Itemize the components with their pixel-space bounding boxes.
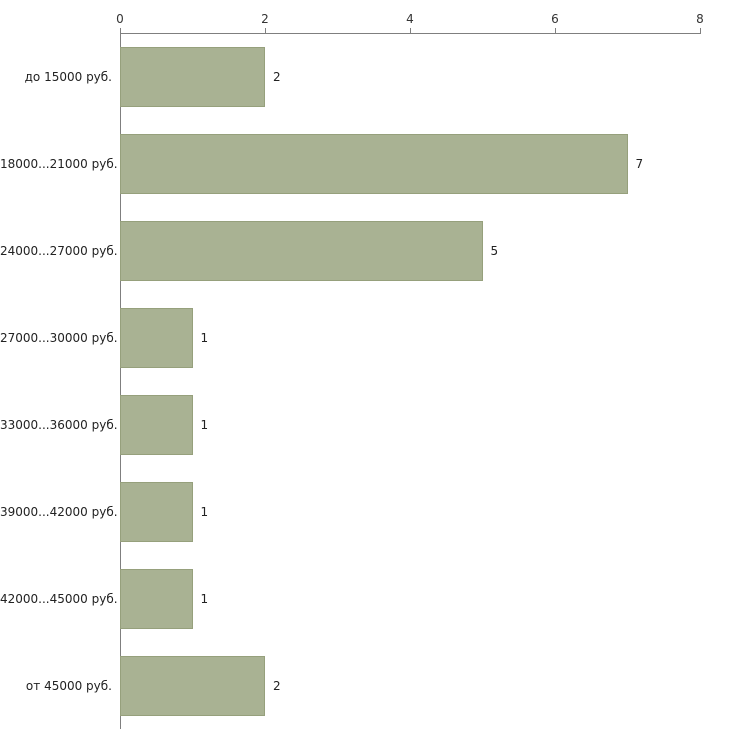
chart-row: 18000...21000 руб. 7 (0, 120, 730, 207)
x-axis-line (120, 33, 701, 34)
bar (120, 655, 265, 716)
x-axis-tick-label: 4 (406, 12, 414, 26)
chart-row: 24000...27000 руб. 5 (0, 207, 730, 294)
chart-row: до 15000 руб. 2 (0, 33, 730, 120)
bar (120, 133, 628, 194)
value-label: 2 (273, 69, 281, 84)
bar (120, 307, 193, 368)
category-label: 18000...21000 руб. (0, 156, 118, 171)
value-label: 7 (635, 156, 644, 171)
x-axis-tick-label: 0 (116, 12, 124, 26)
x-axis-tick-label: 6 (551, 12, 559, 26)
chart-row: 42000...45000 руб. 1 (0, 555, 730, 642)
value-label: 2 (273, 678, 281, 693)
chart-row: 33000...36000 руб. 1 (0, 381, 730, 468)
x-axis-tick-label: 8 (696, 12, 704, 26)
x-axis-tick-label: 2 (261, 12, 269, 26)
category-label: 24000...27000 руб. (0, 243, 118, 258)
category-label: 42000...45000 руб. (0, 591, 118, 606)
chart-row: от 45000 руб. 2 (0, 642, 730, 729)
chart-row: 27000...30000 руб. 1 (0, 294, 730, 381)
x-axis-tick (265, 28, 266, 33)
value-label: 5 (490, 243, 499, 258)
category-label: 27000...30000 руб. (0, 330, 118, 345)
chart-row: 39000...42000 руб. 1 (0, 468, 730, 555)
category-label: от 45000 руб. (25, 678, 112, 693)
bar (120, 568, 193, 629)
value-label: 1 (200, 591, 209, 606)
x-axis-tick (555, 28, 556, 33)
y-axis-line (120, 33, 121, 729)
bar (120, 394, 193, 455)
bar (120, 46, 265, 107)
bar (120, 481, 193, 542)
value-label: 1 (200, 330, 209, 345)
value-label: 1 (200, 417, 209, 432)
category-label: до 15000 руб. (24, 69, 112, 84)
bar-rows: до 15000 руб. 2 18000...21000 руб. 7 24000..… (0, 33, 730, 729)
bar (120, 220, 483, 281)
value-label: 1 (200, 504, 209, 519)
x-axis-tick (700, 28, 701, 33)
x-axis-tick (120, 28, 121, 33)
category-label: 33000...36000 руб. (0, 417, 118, 432)
x-axis-tick (410, 28, 411, 33)
category-label: 39000...42000 руб. (0, 504, 118, 519)
